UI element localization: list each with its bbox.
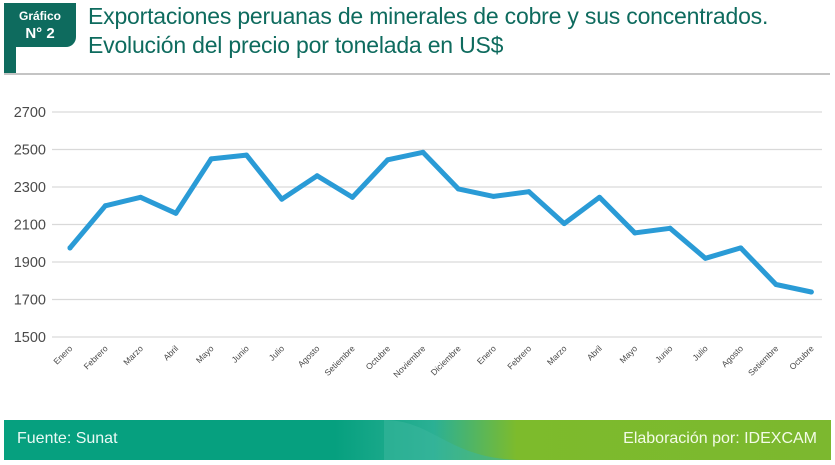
y-tick-label: 2100 — [14, 218, 46, 234]
x-tick-label: Marzo — [545, 343, 569, 367]
data-point — [102, 203, 108, 209]
x-tick-label: Enero — [475, 343, 498, 366]
data-point — [138, 194, 144, 200]
data-point — [526, 189, 532, 195]
data-point — [67, 245, 73, 251]
x-tick-label: Agosto — [719, 343, 745, 369]
x-tick-label: Abril — [161, 343, 180, 362]
data-point — [420, 149, 426, 155]
x-tick-label: Enero — [51, 343, 74, 366]
data-point — [385, 157, 391, 163]
y-tick-label: 1700 — [14, 293, 46, 309]
y-tick-label: 1500 — [14, 330, 46, 346]
data-point — [314, 173, 320, 179]
x-tick-label: Noviembre — [391, 343, 427, 379]
chart-title-line2: Evolución del precio por tonelada en US$ — [88, 32, 504, 58]
y-tick-label: 1900 — [14, 255, 46, 271]
data-point — [597, 194, 602, 200]
x-tick-label: Junio — [229, 343, 251, 365]
data-point — [491, 193, 497, 199]
x-tick-label: Julio — [690, 343, 710, 363]
data-point — [667, 225, 673, 231]
x-tick-label: Setiembre — [746, 343, 781, 378]
x-tick-label: Junio — [653, 343, 675, 365]
line-chart: 1500 1700 1900 2100 2300 2500 2700 Enero Febrero… — [14, 105, 822, 379]
x-tick-label: Setiembre — [322, 343, 357, 378]
x-tick-label: Mayo — [194, 343, 216, 365]
chart-title-line1: Exportaciones peruanas de minerales de c… — [88, 3, 769, 29]
data-point — [808, 289, 814, 295]
x-tick-label: Julio — [267, 343, 287, 363]
x-tick-label: Octubre — [364, 343, 393, 372]
x-tick-label: Febrero — [505, 343, 533, 371]
y-tick-label: 2500 — [14, 143, 46, 159]
data-point — [244, 152, 249, 158]
x-tick-label: Octubre — [787, 343, 816, 372]
chart-title: Exportaciones peruanas de minerales de c… — [88, 2, 833, 60]
x-tick-label: Marzo — [121, 343, 145, 367]
credit-label: Elaboración por: IDEXCAM — [623, 430, 817, 447]
source-label: Fuente: Sunat — [17, 430, 118, 447]
data-point — [173, 210, 179, 216]
x-tick-label: Abril — [585, 343, 604, 362]
badge-number: N° 2 — [25, 25, 55, 42]
y-tick-label: 2700 — [14, 105, 46, 121]
x-tick-label: Febrero — [82, 343, 110, 371]
header-divider — [4, 73, 830, 75]
x-tick-label: Diciembre — [429, 343, 463, 377]
x-tick-label: Agosto — [296, 343, 322, 369]
footer-wave — [384, 420, 524, 460]
footer-bar: Fuente: Sunat Elaboración por: IDEXCAM — [4, 420, 831, 460]
data-point — [561, 221, 567, 227]
data-point — [738, 245, 744, 251]
series-line — [67, 149, 814, 295]
data-point — [702, 255, 708, 261]
data-point — [208, 156, 214, 162]
data-point — [349, 194, 355, 200]
chart-number-badge: Gráfico N° 2 — [4, 3, 76, 47]
x-tick-label: Mayo — [617, 343, 639, 365]
y-tick-label: 2300 — [14, 180, 46, 196]
data-point — [279, 196, 285, 202]
badge-stem — [4, 40, 16, 74]
data-point — [773, 282, 779, 287]
data-point — [455, 186, 461, 192]
badge-label: Gráfico — [18, 9, 61, 23]
data-point — [632, 230, 638, 236]
